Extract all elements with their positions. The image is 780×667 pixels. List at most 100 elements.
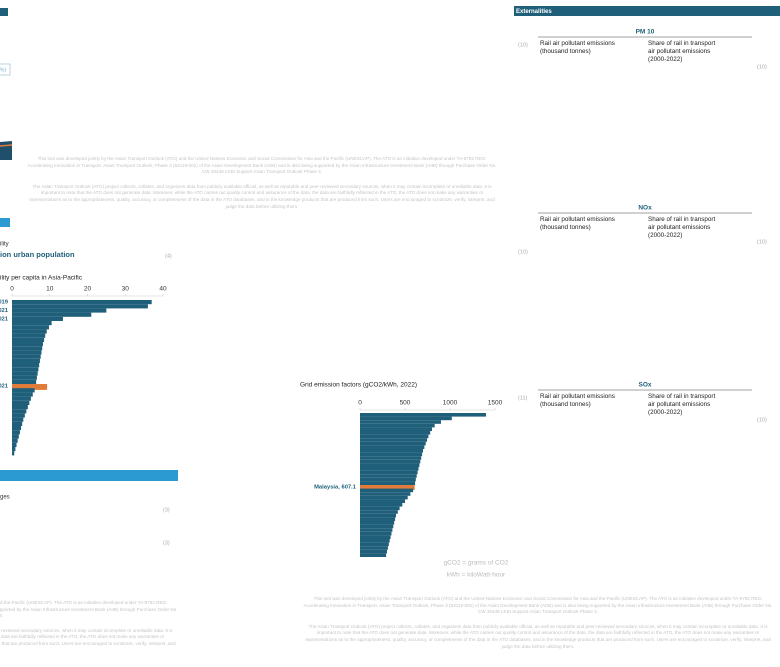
bar <box>12 417 24 422</box>
bar <box>360 506 400 511</box>
bar <box>360 503 403 507</box>
x-tick-label: 0 <box>358 400 362 407</box>
bar <box>12 451 15 456</box>
bar <box>360 416 452 421</box>
column-header: Share of rail in transport air pollutant … <box>648 216 715 239</box>
header-band <box>514 6 780 16</box>
disclaimer: This tool was developed jointly by the A… <box>0 600 178 662</box>
bar <box>12 316 63 321</box>
bar <box>360 431 431 435</box>
bar <box>12 300 152 305</box>
bar <box>360 427 432 431</box>
bar <box>360 470 418 475</box>
bar <box>12 434 19 439</box>
x-tick-label: 20 <box>84 286 92 293</box>
bar <box>12 329 47 334</box>
bar <box>12 337 45 342</box>
badge: (11) <box>518 395 528 401</box>
bar <box>12 421 23 426</box>
bar-label: , 2021 <box>0 308 9 314</box>
bar <box>360 492 411 496</box>
pollutant-name: SOx <box>638 382 651 389</box>
bar <box>12 405 28 410</box>
badge: (10) <box>757 417 767 423</box>
bar-label: , 2019 <box>0 300 9 306</box>
bar <box>360 423 435 428</box>
bar <box>360 441 426 446</box>
badge: (3) <box>163 507 170 513</box>
bar <box>360 542 389 547</box>
column-header: Share of rail in transport air pollutant … <box>648 40 715 63</box>
bar <box>12 392 33 397</box>
bar <box>360 449 423 453</box>
disclaimer-text: The Asian Transport Outlook (ATO) projec… <box>29 183 495 209</box>
bar <box>12 371 38 376</box>
disclaimer: This tool was developed jointly by the A… <box>303 596 773 658</box>
left-chart-subtitle: ility per capita in Asia-Pacific <box>0 275 83 282</box>
grid-chart-title: Grid emission factors (gCO2/kWh, 2022) <box>300 382 417 389</box>
bar <box>360 459 421 464</box>
column-header: Rail air pollutant emissions (thousand to… <box>540 216 615 231</box>
bar <box>360 535 391 539</box>
note: gCO2 = grams of CO2 <box>444 560 509 567</box>
left-chart-title: ion urban population <box>0 250 75 259</box>
column-header: Rail air pollutant emissions (thousand to… <box>540 393 615 408</box>
disclaimer-text: The Asian Transport Outlook (ATO) projec… <box>0 627 176 646</box>
bar <box>12 375 37 380</box>
box <box>0 63 11 76</box>
pollutant-name: PM 10 <box>636 29 655 36</box>
bar <box>360 510 398 514</box>
x-tick-label: 1500 <box>488 400 503 407</box>
bar <box>360 485 415 491</box>
bar <box>360 481 416 485</box>
bar <box>360 445 425 449</box>
badge: (4) <box>165 253 172 259</box>
bar <box>360 539 390 543</box>
column-header: Rail air pollutant emissions (thousand to… <box>540 40 615 55</box>
bar <box>360 549 387 554</box>
bar <box>12 426 22 431</box>
badge: (10) <box>518 42 528 48</box>
badge: (10) <box>757 64 767 70</box>
badge: (10) <box>518 249 528 255</box>
column-header: Share of rail in transport air pollutant … <box>648 393 715 416</box>
fragment-label: ility <box>0 242 9 248</box>
bar <box>360 495 408 500</box>
bar <box>360 546 388 550</box>
disclaimer-text: The Asian Transport Outlook (ATO) projec… <box>305 623 771 649</box>
x-tick-label: 40 <box>159 286 167 293</box>
bar <box>12 388 35 393</box>
disclaimer-text: This tool was developed jointly by the A… <box>303 596 773 615</box>
area-fragment <box>0 141 12 160</box>
x-tick-label: 10 <box>46 286 54 293</box>
bar <box>360 517 396 521</box>
tag <box>0 8 8 16</box>
bar <box>12 409 27 414</box>
bar <box>12 400 30 405</box>
box-text: %) <box>0 67 6 73</box>
disclaimer-text: This tool was developed jointly by the A… <box>27 156 497 175</box>
bar <box>360 499 405 503</box>
bar <box>12 325 49 330</box>
bar-label: Malaysia, 607.1 <box>314 484 357 490</box>
bar <box>12 442 17 447</box>
bar <box>12 384 48 390</box>
bar <box>12 312 92 317</box>
bar <box>360 531 392 536</box>
banner <box>0 470 178 481</box>
bar <box>360 488 414 493</box>
bar <box>360 477 416 482</box>
pollutant-name: NOx <box>638 205 652 212</box>
bar <box>360 474 417 478</box>
bar <box>12 367 39 372</box>
x-tick-label: 1000 <box>443 400 458 407</box>
bar <box>12 447 16 452</box>
disclaimer: This tool was developed jointly by the A… <box>27 156 497 218</box>
bar <box>12 346 43 351</box>
bar <box>12 354 41 359</box>
badge: (10) <box>757 239 767 245</box>
bar <box>12 438 18 443</box>
bar <box>360 553 387 557</box>
